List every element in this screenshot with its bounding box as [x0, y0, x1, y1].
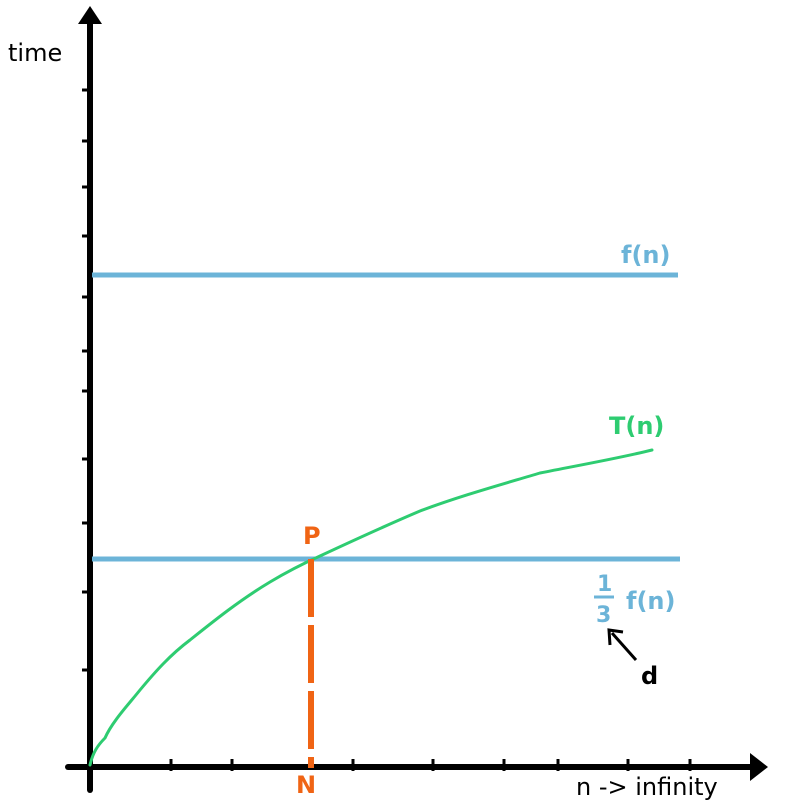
y-axis-arrowhead — [78, 6, 102, 24]
d-arrow-shaft — [610, 632, 638, 661]
x-axis-arrowhead — [750, 753, 768, 781]
T-label: T(n) — [609, 412, 664, 440]
T-curve — [88, 448, 654, 767]
third-denominator: 3 — [596, 603, 611, 628]
x-axis-label: n -> infinity — [576, 773, 718, 800]
y-axis-label: time — [8, 39, 62, 67]
d-label: d — [641, 662, 658, 690]
x-ticks — [169, 759, 692, 771]
P-label: P — [303, 522, 321, 550]
y-ticks — [82, 88, 93, 672]
N-label: N — [296, 771, 316, 799]
f-label: f(n) — [621, 241, 670, 269]
third-numerator: 1 — [597, 572, 612, 597]
d-arrow-head — [607, 628, 624, 646]
third-f-label: f(n) — [626, 587, 675, 615]
